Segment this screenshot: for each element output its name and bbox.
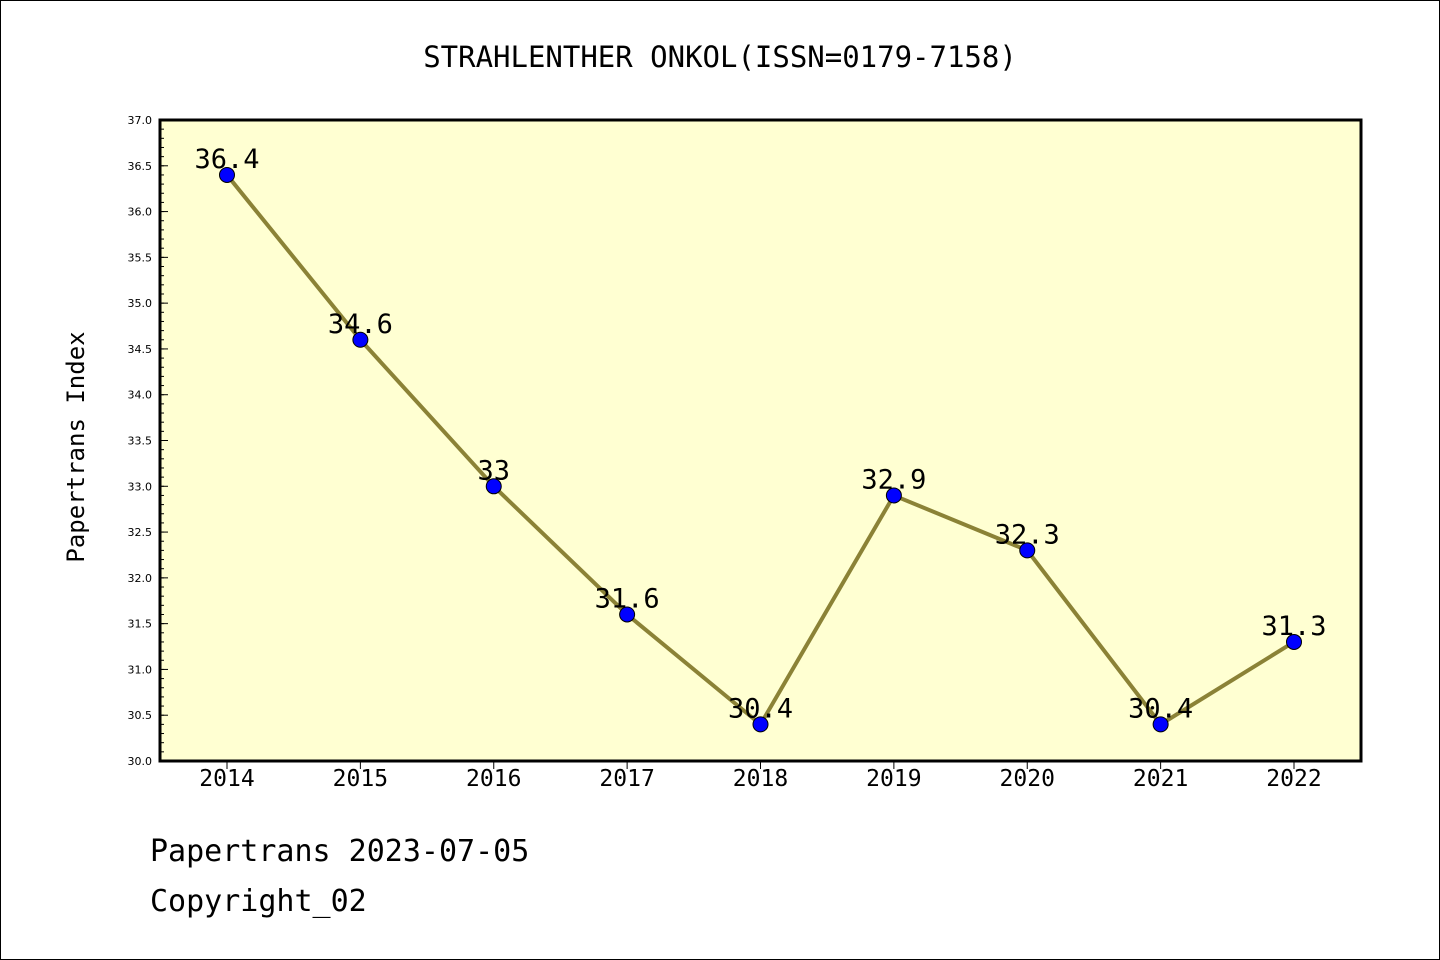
x-tick-label: 2016: [466, 766, 521, 792]
data-label: 33: [477, 455, 510, 486]
data-point: [619, 606, 636, 623]
y-tick-label: 32.0: [128, 572, 153, 585]
x-tick-label: 2020: [1000, 766, 1055, 792]
data-point: [1286, 633, 1302, 650]
data-label: 31.3: [1261, 611, 1326, 642]
series-layer: [219, 166, 1302, 733]
chart-title: STRAHLENTHER ONKOL(ISSN=0179-7158): [423, 40, 1017, 74]
y-tick-label: 32.5: [128, 526, 153, 539]
y-tick-label: 37.0: [128, 114, 153, 127]
data-label: 32.3: [995, 519, 1060, 550]
data-label: 31.6: [595, 583, 660, 614]
y-tick-label: 33.5: [128, 435, 153, 448]
x-tick-label: 2021: [1133, 766, 1188, 792]
y-tick-label: 34.0: [128, 389, 153, 402]
data-label: 32.9: [861, 464, 926, 495]
y-tick-label: 30.5: [128, 709, 153, 722]
x-tick-label: 2015: [333, 766, 388, 792]
y-tick-label: 34.5: [128, 343, 153, 356]
data-point: [219, 166, 235, 183]
data-point: [885, 487, 902, 504]
labels-layer: 36.4 34.6 33 31.6 30.4 32.9 32.3 30.4 31.3: [194, 144, 1326, 724]
y-tick-label: 35.0: [128, 297, 153, 310]
data-point: [1019, 542, 1036, 559]
data-label: 30.4: [728, 693, 793, 724]
y-tick-label: 31.0: [128, 663, 153, 676]
axis-ticks: 30.0 30.5 31.0 31.5 32.0 32.5 33.0 33.5 34.0 34.5…: [128, 114, 1322, 792]
data-label: 36.4: [194, 144, 259, 175]
footer-copyright-text: Copyright_02: [150, 884, 367, 919]
x-tick-label: 2019: [866, 766, 921, 792]
y-tick-label: 36.5: [128, 160, 153, 173]
plot-area: [158, 118, 1363, 763]
x-tick-label: 2022: [1266, 766, 1321, 792]
data-point: [352, 331, 369, 348]
y-axis-label: Papertrans Index: [62, 331, 90, 562]
y-tick-label: 35.5: [128, 251, 153, 264]
data-point: [1152, 716, 1169, 733]
y-tick-label: 31.5: [128, 618, 153, 631]
data-label: 30.4: [1128, 693, 1193, 724]
data-point: [752, 716, 769, 733]
x-tick-label: 2017: [599, 766, 654, 792]
y-tick-label: 30.0: [128, 755, 153, 768]
y-tick-label: 36.0: [128, 206, 153, 219]
x-tick-label: 2018: [733, 766, 788, 792]
data-label: 34.6: [328, 309, 393, 340]
data-point: [485, 478, 502, 495]
footer-date-text: Papertrans 2023-07-05: [150, 834, 530, 869]
x-tick-label: 2014: [199, 766, 254, 792]
y-tick-label: 33.0: [128, 480, 153, 493]
